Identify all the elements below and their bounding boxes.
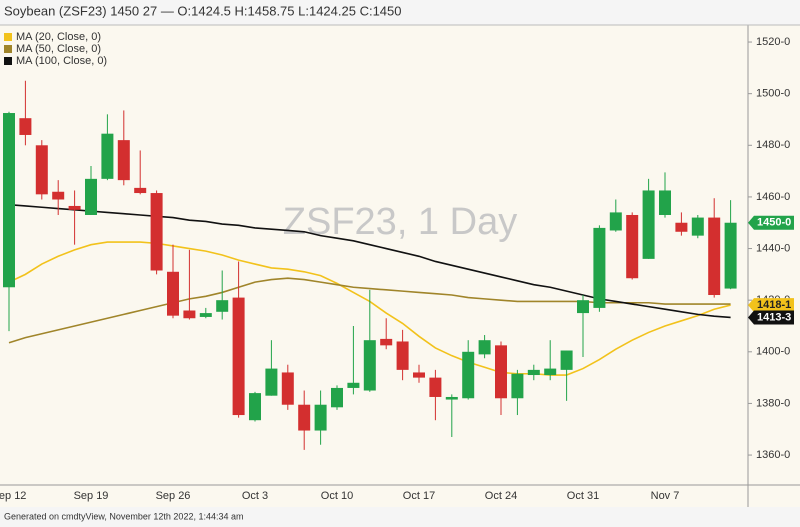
footer: Generated on cmdtyView, November 12th 20… bbox=[4, 511, 243, 521]
candle-body bbox=[642, 190, 655, 259]
x-tick-label: Oct 10 bbox=[321, 490, 353, 502]
candle-body bbox=[396, 341, 409, 370]
candle-body bbox=[429, 377, 442, 397]
plot bbox=[3, 80, 737, 450]
x-tick-label: Oct 17 bbox=[403, 490, 435, 502]
candle-body bbox=[445, 396, 458, 400]
chart-title: Soybean (ZSF23) 1450 27 — O:1424.5 H:145… bbox=[4, 3, 402, 18]
legend-label: MA (20, Close, 0) bbox=[16, 31, 101, 43]
candle-body bbox=[314, 404, 327, 431]
candle-body bbox=[544, 368, 557, 376]
watermark: ZSF23, 1 Day bbox=[283, 201, 517, 243]
candle-body bbox=[659, 190, 671, 215]
candle-body bbox=[478, 340, 491, 355]
x-tick-label: Sep 12 bbox=[0, 490, 26, 502]
candle-body bbox=[724, 222, 737, 289]
candle-body bbox=[281, 372, 294, 405]
x-tick-label: Oct 24 bbox=[485, 490, 517, 502]
price-tag bbox=[748, 310, 794, 325]
y-tick-label: 1400-0 bbox=[756, 346, 790, 358]
candle-body bbox=[167, 271, 179, 316]
y-tick-label: 1380-0 bbox=[756, 397, 790, 409]
candle-body bbox=[150, 193, 163, 271]
price-tag bbox=[748, 298, 794, 313]
price-tag-label: 1418-1 bbox=[757, 299, 791, 311]
x-axis-panel bbox=[0, 485, 800, 507]
candle-body bbox=[331, 387, 343, 408]
candle-body bbox=[199, 313, 212, 317]
candle-body bbox=[495, 345, 507, 399]
price-tag-label: 1450-0 bbox=[757, 217, 791, 229]
candle-body bbox=[691, 217, 704, 236]
x-tick-label: Oct 3 bbox=[242, 490, 268, 502]
candle-body bbox=[626, 214, 639, 279]
candle-body bbox=[216, 300, 229, 312]
candle-body bbox=[593, 227, 606, 308]
candle-body bbox=[363, 340, 376, 391]
candle-body bbox=[101, 133, 114, 179]
candle-body bbox=[85, 178, 97, 215]
x-tick-label: Sep 26 bbox=[156, 490, 191, 502]
candle-body bbox=[183, 310, 196, 319]
y-axis-panel bbox=[748, 25, 800, 485]
y-tick-label: 1500-0 bbox=[756, 88, 790, 100]
candle-body bbox=[265, 368, 278, 396]
candle-body bbox=[413, 372, 425, 378]
y-tick-label: 1440-0 bbox=[756, 242, 790, 254]
candle-body bbox=[347, 382, 360, 388]
candle-body bbox=[527, 369, 540, 376]
price-tag bbox=[748, 215, 794, 230]
y-tick-label: 1360-0 bbox=[756, 449, 790, 461]
candle-body bbox=[708, 217, 721, 296]
candle-body bbox=[3, 113, 15, 288]
legend-label: MA (50, Close, 0) bbox=[16, 43, 101, 55]
candle-body bbox=[511, 373, 524, 399]
y-tick-label: 1480-0 bbox=[756, 139, 790, 151]
candle-body bbox=[462, 351, 475, 399]
candle-body bbox=[560, 350, 573, 370]
y-tick-label: 1520-0 bbox=[756, 36, 790, 48]
candle-body bbox=[675, 222, 688, 232]
candle-body bbox=[19, 118, 32, 135]
candle-body bbox=[232, 297, 245, 416]
price-tag-label: 1413-3 bbox=[757, 311, 791, 323]
candle-body bbox=[134, 187, 147, 194]
candle-body bbox=[52, 191, 65, 200]
x-tick-label: Sep 19 bbox=[74, 490, 109, 502]
y-tick-label: 1460-0 bbox=[756, 191, 790, 203]
plot-area bbox=[0, 25, 748, 485]
legend-swatch bbox=[4, 33, 12, 41]
legend-swatch bbox=[4, 57, 12, 65]
ma-line bbox=[8, 203, 731, 319]
legend-label: MA (100, Close, 0) bbox=[16, 55, 107, 67]
candle-body bbox=[609, 212, 622, 231]
x-tick-label: Oct 31 bbox=[567, 490, 599, 502]
candle-body bbox=[249, 393, 261, 421]
candle-body bbox=[117, 140, 130, 181]
candle-body bbox=[380, 338, 393, 346]
candle-body bbox=[577, 300, 589, 314]
legend-swatch bbox=[4, 45, 12, 53]
x-tick-label: Nov 7 bbox=[651, 490, 680, 502]
candle-body bbox=[298, 404, 311, 431]
ma-line bbox=[8, 277, 731, 344]
candle-body bbox=[68, 205, 81, 210]
candle-body bbox=[35, 145, 48, 195]
